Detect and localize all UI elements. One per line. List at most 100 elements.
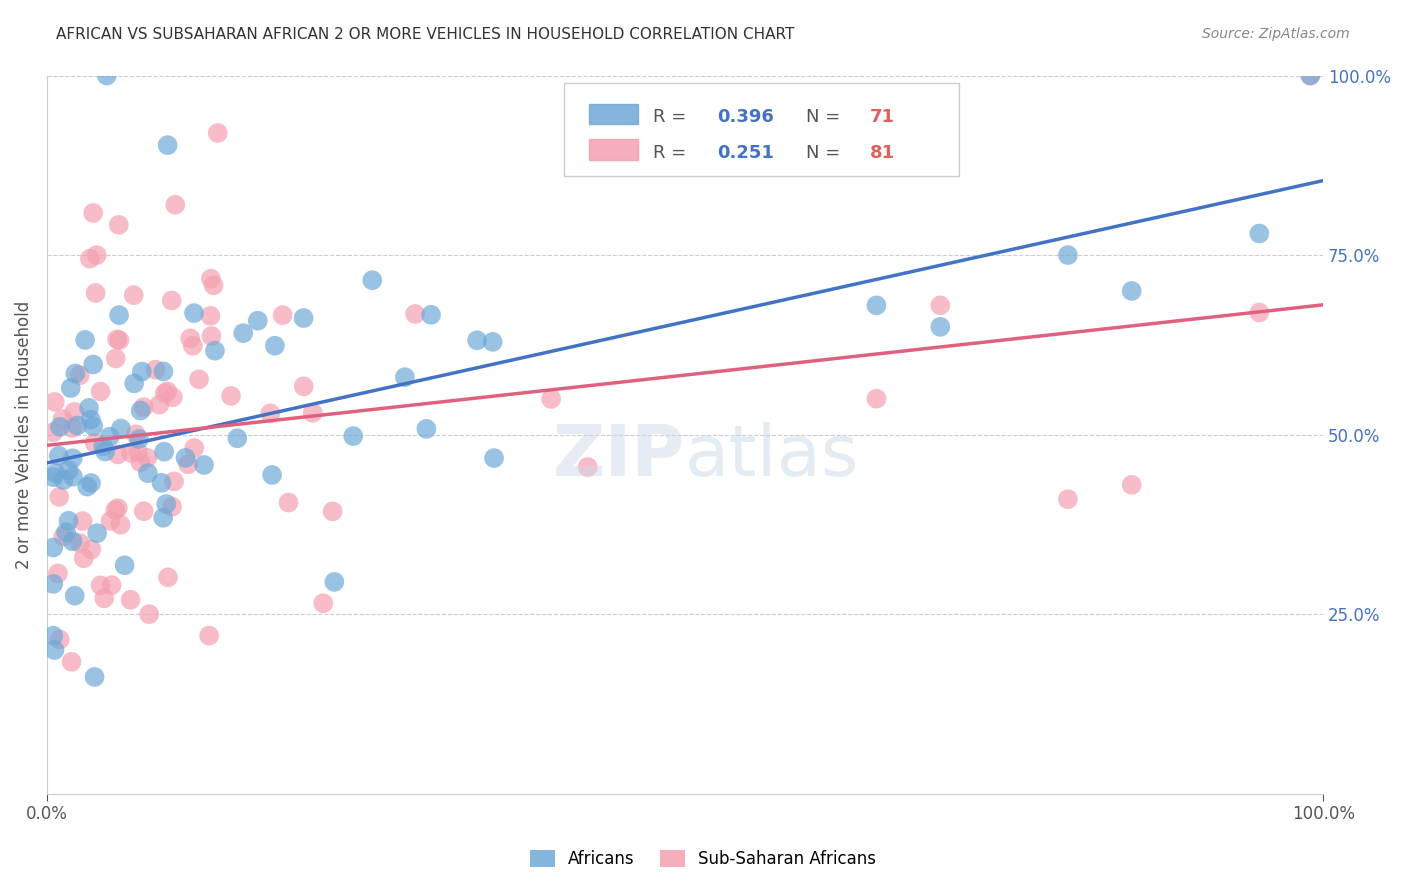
Text: 81: 81 — [870, 144, 896, 161]
Point — [322, 504, 344, 518]
Point — [183, 306, 205, 320]
Point — [160, 500, 183, 514]
Point — [122, 288, 145, 302]
Point — [62, 534, 84, 549]
Point — [271, 308, 294, 322]
Point — [120, 592, 142, 607]
Point — [262, 467, 284, 482]
Point — [200, 309, 222, 323]
Point — [84, 285, 107, 300]
Point — [69, 536, 91, 550]
Point — [929, 319, 952, 334]
Point — [62, 421, 84, 435]
Text: R =: R = — [654, 108, 692, 126]
Point — [100, 578, 122, 592]
Point — [105, 332, 128, 346]
Point — [929, 298, 952, 312]
Point — [107, 501, 129, 516]
Point — [63, 405, 86, 419]
Point — [132, 400, 155, 414]
Point — [122, 376, 145, 391]
Point — [1299, 69, 1322, 83]
Point — [48, 490, 70, 504]
Point — [59, 381, 82, 395]
Point — [177, 457, 200, 471]
Point — [163, 475, 186, 489]
Point — [301, 406, 323, 420]
Point — [420, 308, 443, 322]
Point — [114, 558, 136, 573]
Bar — [589, 139, 638, 160]
Point — [63, 589, 86, 603]
Text: N =: N = — [806, 144, 846, 161]
Text: 0.251: 0.251 — [717, 144, 773, 161]
Point — [193, 458, 215, 472]
Point — [80, 542, 103, 557]
Point — [415, 422, 437, 436]
Point — [108, 308, 131, 322]
Point — [42, 470, 65, 484]
Point — [44, 643, 66, 657]
Point — [110, 517, 132, 532]
Point — [128, 432, 150, 446]
Point — [127, 445, 149, 459]
Point — [165, 198, 187, 212]
Point — [94, 444, 117, 458]
Point — [465, 334, 488, 348]
Point — [143, 362, 166, 376]
Point — [44, 466, 66, 480]
Point — [96, 69, 118, 83]
Point — [55, 525, 77, 540]
Point — [394, 370, 416, 384]
Point — [104, 503, 127, 517]
Point — [98, 430, 121, 444]
Point — [79, 252, 101, 266]
Point — [49, 420, 72, 434]
Point — [58, 463, 80, 477]
Point — [183, 441, 205, 455]
Point — [865, 392, 887, 406]
Point — [75, 333, 97, 347]
Point — [264, 339, 287, 353]
Point — [162, 390, 184, 404]
Point — [1249, 305, 1271, 319]
Point — [48, 449, 70, 463]
Point — [80, 476, 103, 491]
Point — [342, 429, 364, 443]
Point — [107, 447, 129, 461]
Point — [246, 314, 269, 328]
Text: ZIP: ZIP — [553, 422, 685, 491]
Point — [69, 368, 91, 383]
Point — [156, 570, 179, 584]
Point — [42, 541, 65, 555]
Point — [108, 333, 131, 347]
Point — [65, 367, 87, 381]
Point — [104, 351, 127, 366]
Point — [323, 574, 346, 589]
Point — [73, 551, 96, 566]
Point — [60, 655, 83, 669]
Point — [292, 311, 315, 326]
Text: 71: 71 — [870, 108, 896, 126]
Point — [131, 365, 153, 379]
Point — [540, 392, 562, 406]
Point — [83, 670, 105, 684]
Point — [232, 326, 254, 341]
Legend: Africans, Sub-Saharan Africans: Africans, Sub-Saharan Africans — [523, 843, 883, 875]
Point — [292, 379, 315, 393]
Point — [82, 419, 104, 434]
Point — [66, 418, 89, 433]
Point — [42, 577, 65, 591]
Point — [110, 421, 132, 435]
Text: AFRICAN VS SUBSAHARAN AFRICAN 2 OR MORE VEHICLES IN HOUSEHOLD CORRELATION CHART: AFRICAN VS SUBSAHARAN AFRICAN 2 OR MORE … — [56, 27, 794, 42]
Point — [48, 632, 70, 647]
Point — [198, 629, 221, 643]
Point — [120, 446, 142, 460]
Point — [153, 386, 176, 401]
Point — [91, 439, 114, 453]
Point — [108, 218, 131, 232]
Point — [188, 372, 211, 386]
Point — [226, 431, 249, 445]
Point — [404, 307, 426, 321]
Point — [136, 466, 159, 480]
